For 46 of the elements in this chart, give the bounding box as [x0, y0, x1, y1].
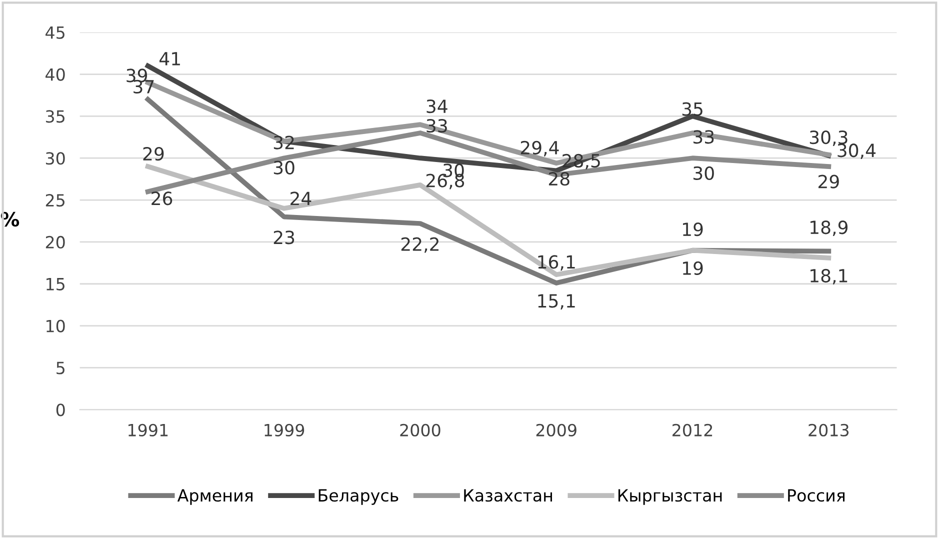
y-tick-label: 0 — [56, 404, 65, 416]
y-tick-label: 15 — [46, 278, 64, 290]
data-label: 30,3 — [810, 130, 848, 146]
data-label: 16,1 — [538, 255, 575, 271]
legend-label: Беларусь — [318, 489, 398, 505]
data-label: 18,1 — [810, 268, 848, 284]
legend-label: Казахстан — [464, 489, 552, 502]
data-label: 28 — [548, 172, 570, 186]
x-tick-label: 1999 — [264, 424, 304, 436]
y-tick-label: 30 — [46, 152, 65, 165]
y-tick-label: 5 — [56, 362, 64, 374]
y-tick-label: 20 — [46, 236, 65, 249]
data-label: 33 — [426, 118, 447, 133]
y-tick-label: 45 — [46, 26, 64, 39]
data-label: 34 — [426, 99, 448, 114]
data-label: 28,5 — [562, 154, 600, 170]
data-label: 19 — [683, 261, 703, 276]
data-label: 35 — [682, 102, 702, 116]
data-label: 33 — [694, 130, 714, 144]
legend-label: Россия — [788, 489, 845, 502]
x-tick-label: 1991 — [128, 424, 168, 436]
data-label: 15,1 — [538, 294, 575, 310]
legend-label: Армения — [177, 489, 252, 505]
data-label: 22,2 — [401, 237, 438, 253]
y-tick-label: 40 — [46, 68, 65, 81]
x-tick-label: 2009 — [536, 424, 576, 436]
data-label: 30 — [694, 166, 714, 180]
x-tick-label: 2000 — [400, 424, 440, 436]
data-label: 19 — [683, 222, 703, 236]
data-label: 41 — [160, 52, 180, 66]
data-label: 30 — [274, 160, 294, 174]
y-tick-label: 10 — [46, 320, 65, 332]
legend-label: Кыргызстан — [618, 489, 722, 505]
data-label: 24 — [290, 192, 312, 206]
y-tick-label: 25 — [46, 194, 64, 207]
data-label: 29 — [143, 146, 164, 161]
data-label: 32 — [274, 136, 294, 150]
data-label: 29 — [818, 174, 839, 188]
data-label: 23 — [274, 230, 294, 244]
data-label: 18,9 — [810, 220, 848, 236]
x-tick-label: 2012 — [672, 424, 712, 436]
data-label: 26 — [152, 192, 172, 206]
y-tick-label: 35 — [46, 110, 64, 123]
data-label: 30,4 — [838, 144, 876, 160]
x-tick-label: 2013 — [808, 424, 849, 436]
data-label: 29,4 — [520, 140, 559, 156]
